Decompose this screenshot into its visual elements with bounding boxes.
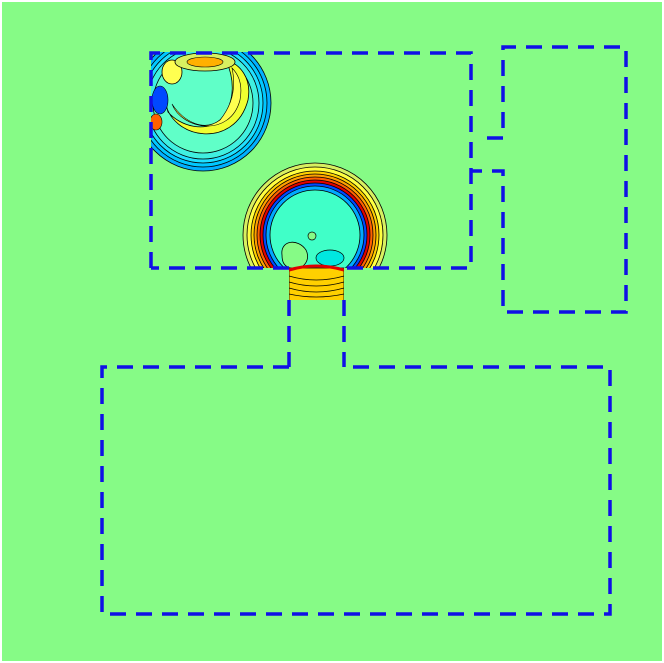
corridor-wave-inner-blob	[281, 241, 308, 270]
lower-room-wall	[100, 365, 612, 616]
connecting-corridor-wall	[287, 300, 346, 367]
walls	[100, 45, 628, 616]
upper-right-room-wall	[471, 45, 628, 314]
corner-wave	[151, 52, 272, 172]
upper-left-room-wall	[149, 51, 473, 270]
